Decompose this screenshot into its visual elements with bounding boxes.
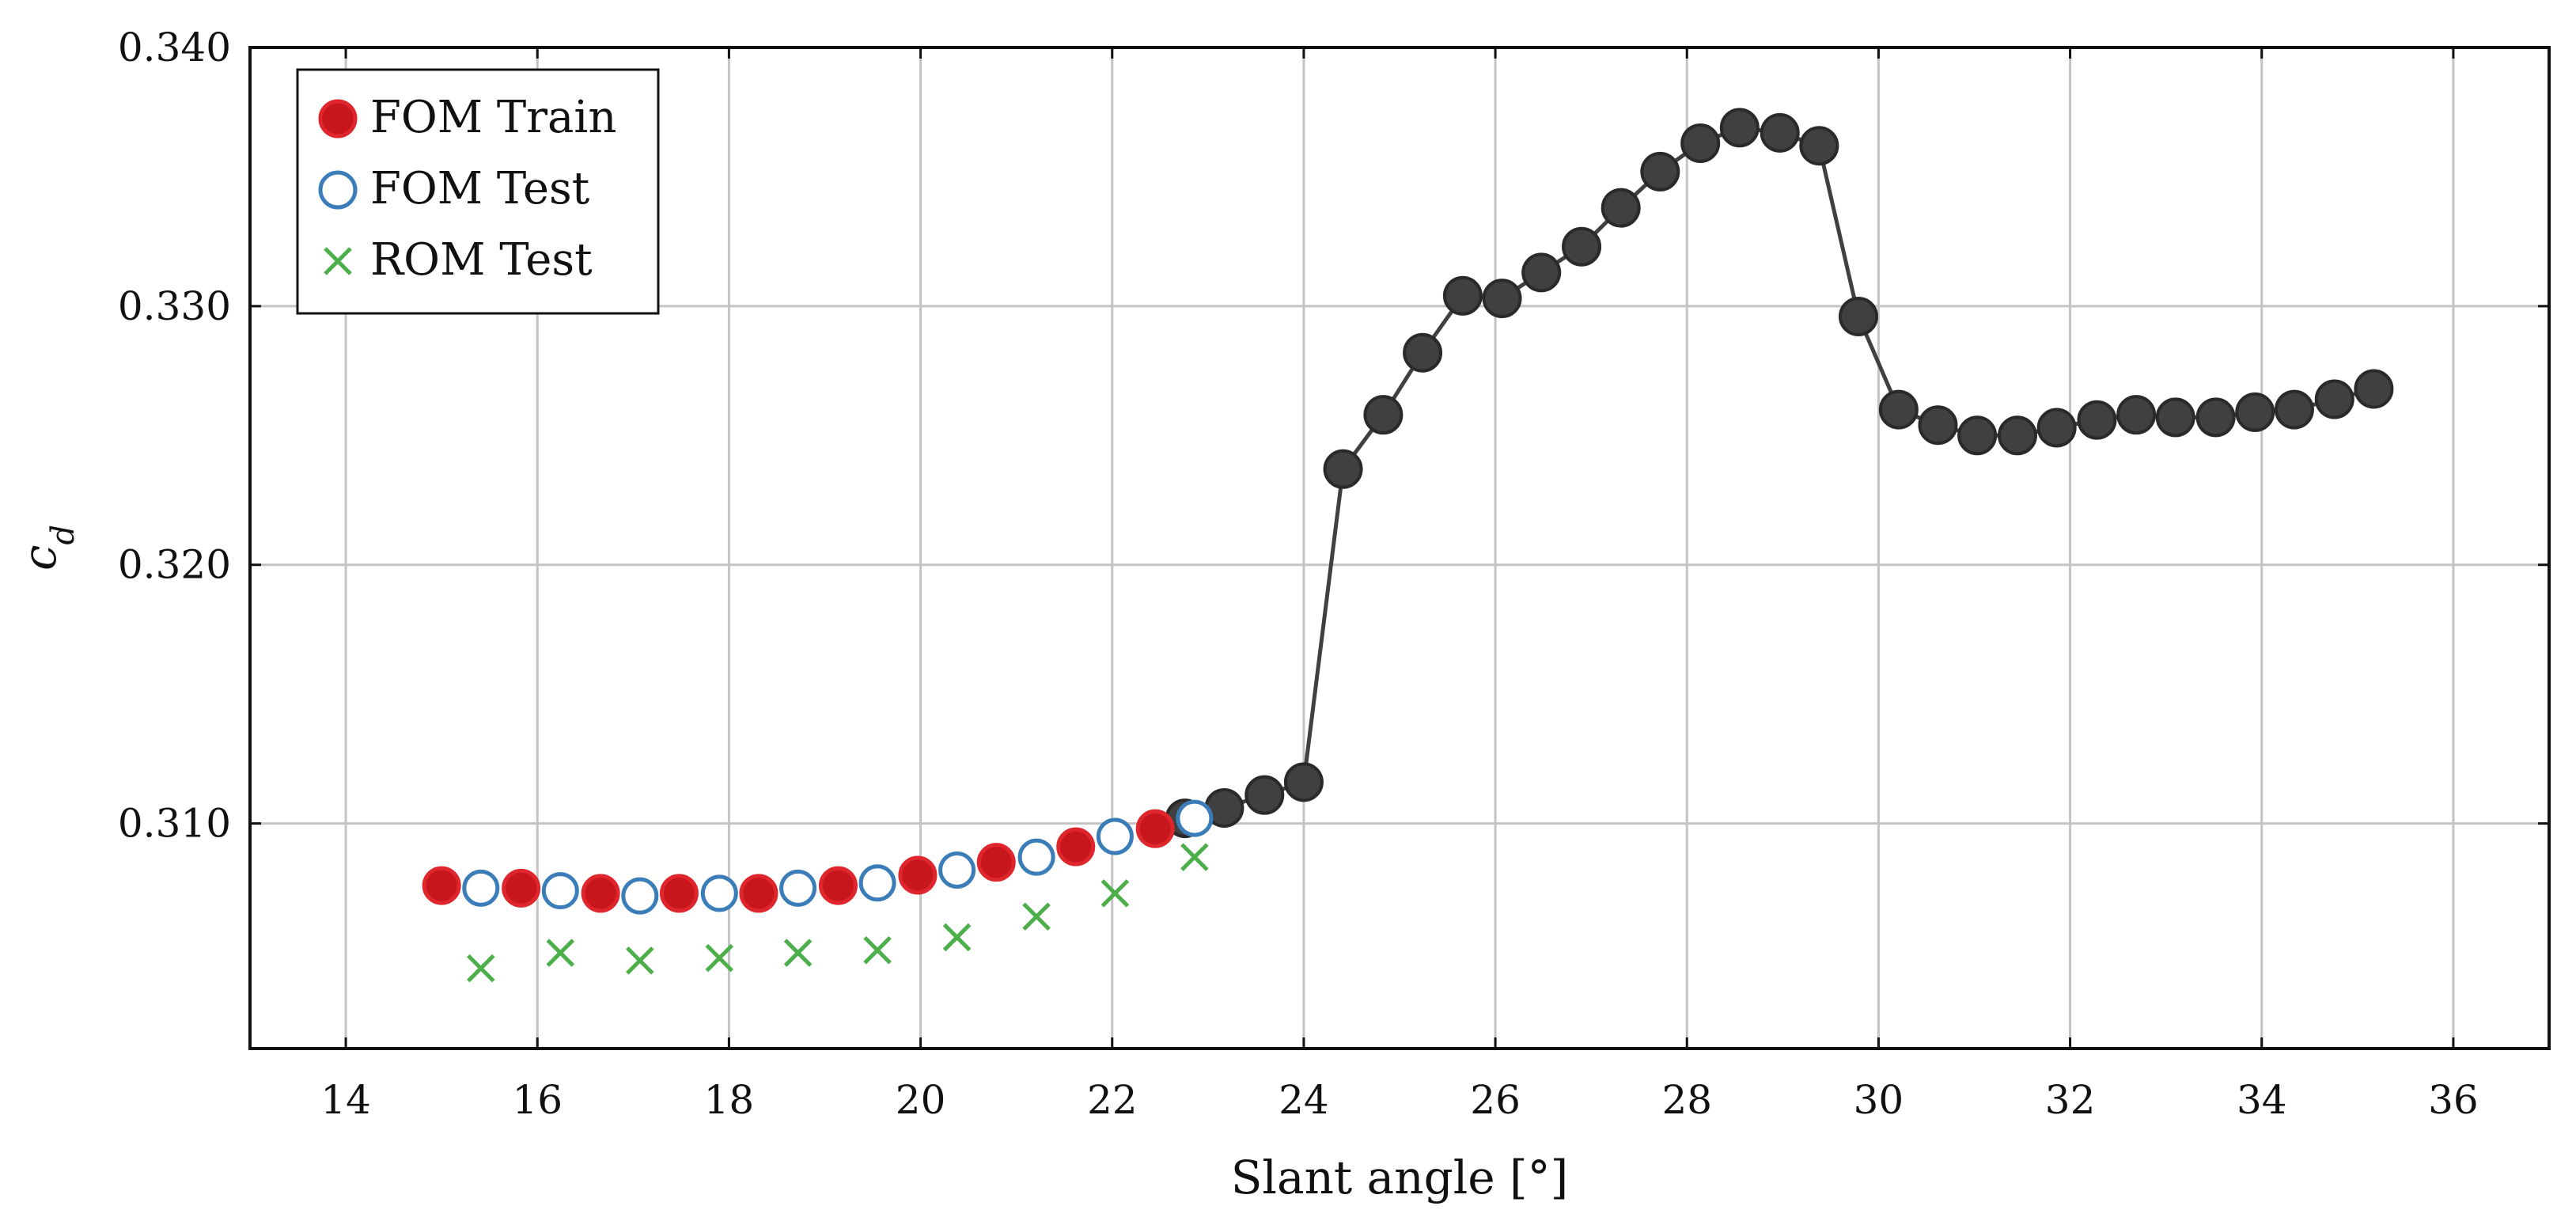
- series-reference-line: [1165, 108, 2394, 839]
- x-tick-label: 14: [320, 1077, 371, 1123]
- x-tick-label: 22: [1087, 1077, 1138, 1123]
- y-axis-title: cd: [13, 525, 81, 571]
- data-point: [422, 866, 461, 905]
- data-point: [1521, 252, 1562, 293]
- legend: FOM Train FOM Test ROM Test: [296, 68, 660, 315]
- y-axis-title-main: c: [13, 545, 66, 571]
- y-axis-title-subscript: d: [45, 525, 81, 545]
- data-point: [1760, 112, 1800, 153]
- data-point: [1601, 188, 1641, 228]
- x-tick-label: 20: [896, 1077, 946, 1123]
- data-point: [1997, 415, 2037, 456]
- data-point: [898, 855, 938, 895]
- y-tick-label: 0.320: [118, 542, 231, 588]
- legend-box: [296, 68, 660, 315]
- data-point: [502, 868, 541, 908]
- x-tick-label: 26: [1470, 1077, 1521, 1123]
- data-point: [2036, 408, 2077, 448]
- data-point: [2235, 392, 2275, 432]
- data-point: [1283, 762, 1324, 802]
- data-point: [2354, 369, 2394, 409]
- y-tick-label: 0.310: [118, 801, 231, 847]
- data-point: [1640, 151, 1680, 192]
- x-tick-labels: 14 16 18 20 22 24 26 28 30 32 34 36: [320, 1077, 2478, 1123]
- svg-text:cd: cd: [13, 525, 81, 571]
- data-point: [1017, 838, 1055, 876]
- data-point: [1918, 405, 1958, 446]
- data-point: [2155, 397, 2195, 438]
- data-point: [621, 877, 659, 915]
- data-point: [541, 872, 579, 910]
- legend-marker-fom-train: [318, 99, 358, 138]
- data-point: [779, 869, 817, 907]
- series-fom-train: [422, 809, 1175, 913]
- data-point: [1100, 879, 1130, 908]
- data-point: [1323, 449, 1363, 489]
- data-point: [783, 939, 813, 967]
- data-point: [1719, 108, 1760, 148]
- data-point: [863, 936, 892, 965]
- data-point: [1878, 389, 1919, 430]
- data-point: [700, 874, 738, 912]
- data-point: [858, 864, 896, 902]
- x-tick-label: 28: [1661, 1077, 1712, 1123]
- data-point: [976, 843, 1016, 882]
- x-tick-label: 32: [2045, 1077, 2096, 1123]
- data-point: [2314, 379, 2354, 419]
- data-point: [2274, 389, 2314, 430]
- data-point: [1957, 415, 1998, 456]
- tick-marks: [250, 46, 2549, 1049]
- data-point: [1442, 275, 1483, 316]
- x-tick-label: 34: [2237, 1077, 2287, 1123]
- legend-marker-rom-test: [324, 247, 352, 275]
- data-point: [2077, 400, 2117, 440]
- data-point: [467, 954, 495, 983]
- data-point: [659, 874, 699, 913]
- data-point: [1799, 126, 1839, 166]
- series-layer: [422, 108, 2394, 983]
- data-point: [1403, 332, 1443, 373]
- data-point: [942, 923, 972, 952]
- data-point: [1363, 395, 1404, 435]
- legend-label-fom-train: FOM Train: [370, 92, 616, 143]
- x-tick-label: 36: [2428, 1077, 2479, 1123]
- data-point: [1838, 296, 1878, 336]
- data-point: [1176, 799, 1214, 837]
- x-axis-title: Slant angle [°]: [1231, 1151, 1569, 1204]
- data-point: [1056, 827, 1096, 867]
- legend-label-rom-test: ROM Test: [370, 234, 593, 286]
- data-point: [1562, 226, 1602, 267]
- data-point: [1180, 843, 1209, 871]
- data-point: [938, 851, 976, 889]
- data-point: [462, 869, 500, 907]
- x-tick-label: 18: [704, 1077, 755, 1123]
- data-point: [739, 874, 778, 913]
- legend-label-fom-test: FOM Test: [370, 163, 590, 214]
- data-point: [705, 943, 734, 973]
- x-tick-label: 30: [1854, 1077, 1904, 1123]
- data-point: [1244, 775, 1285, 815]
- legend-marker-fom-test: [318, 170, 358, 210]
- data-point: [818, 866, 858, 905]
- plot-frame: [248, 46, 2551, 1050]
- series-rom-test: [467, 843, 1209, 983]
- series-fom-test: [462, 799, 1214, 915]
- y-tick-label: 0.340: [118, 25, 231, 70]
- y-tick-labels: 0.310 0.320 0.330 0.340: [118, 25, 231, 847]
- data-point: [2195, 397, 2236, 438]
- data-point: [1482, 279, 1522, 319]
- y-tick-label: 0.330: [118, 283, 231, 329]
- data-point: [1135, 809, 1175, 848]
- data-point: [2116, 395, 2157, 435]
- data-point: [1022, 902, 1051, 931]
- data-point: [626, 946, 654, 975]
- data-point: [546, 939, 575, 967]
- data-point: [1680, 123, 1721, 163]
- data-point: [1096, 817, 1134, 855]
- data-point: [581, 874, 620, 913]
- x-tick-label: 24: [1279, 1077, 1329, 1123]
- x-tick-label: 16: [512, 1077, 563, 1123]
